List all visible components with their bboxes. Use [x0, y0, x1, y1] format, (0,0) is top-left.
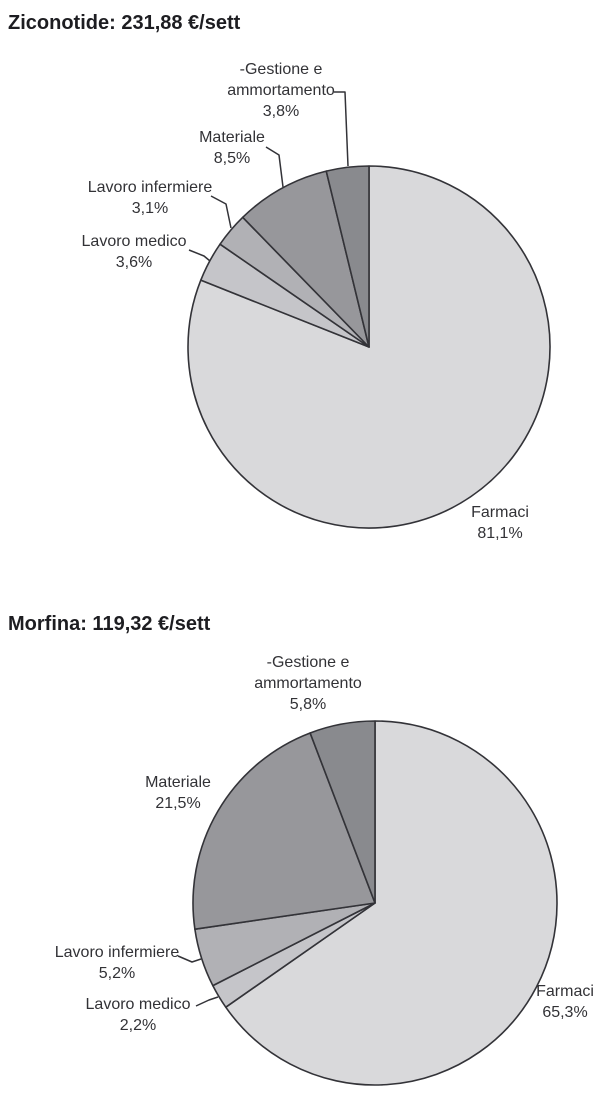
slice-label-value: 3,6% [115, 254, 153, 271]
pie-1-label-materiale: Materiale 21,5% [145, 772, 211, 814]
pie-1-label-gestione-e-ammortamento: -Gestione e ammortamento 5,8% [254, 652, 362, 715]
slice-label-value: 3,8% [262, 103, 300, 120]
slice-label-name: Lavoro infermiere [54, 944, 180, 961]
pie-1-slice-farmaci [224, 720, 558, 1086]
slice-label-name: Farmaci [536, 983, 594, 1000]
slice-label-value: 3,1% [131, 200, 169, 217]
slice-label-name: Lavoro medico [81, 233, 187, 250]
slice-label-name: Lavoro medico [85, 996, 191, 1013]
slice-label-name: ammortamento [227, 82, 335, 99]
chart-title-ziconotide: Ziconotide: 231,88 €/sett [8, 12, 241, 34]
pie-0-label-farmaci: Farmaci 81,1% [471, 502, 529, 544]
slice-label-value: 21,5% [155, 795, 201, 812]
pie-0-leader-materiale [265, 146, 284, 188]
pie-1-label-lavoro-infermiere: Lavoro infermiere 5,2% [55, 942, 180, 984]
slice-label-value: 5,2% [98, 965, 136, 982]
slice-label-name: Materiale [199, 129, 265, 146]
pie-1-leader-lavoro-medico [195, 996, 219, 1007]
slice-label-name: -Gestione e [266, 654, 350, 671]
slice-label-name: Materiale [145, 774, 211, 791]
slice-label-value: 81,1% [477, 525, 523, 542]
slice-label-value: 65,3% [542, 1004, 588, 1021]
pie-1-label-farmaci: Farmaci 65,3% [536, 981, 594, 1023]
slice-label-value: 5,8% [289, 696, 327, 713]
pie-1-slice-gestione-e-ammortamento [309, 720, 376, 904]
pie-0-slice-materiale [241, 170, 370, 348]
slice-label-value: 8,5% [213, 150, 251, 167]
pie-0-leader-lavoro-infermiere [210, 195, 232, 229]
pie-0-leader-gestione-e-ammortamento [334, 91, 349, 167]
slice-label-name: Lavoro infermiere [87, 179, 213, 196]
pie-0-label-lavoro-medico: Lavoro medico 3,6% [82, 231, 187, 273]
pie-1-label-lavoro-medico: Lavoro medico 2,2% [86, 994, 191, 1036]
pie-0-label-lavoro-infermiere: Lavoro infermiere 3,1% [88, 177, 213, 219]
slice-label-name: Farmaci [471, 504, 529, 521]
chart-title-morfina: Morfina: 119,32 €/sett [8, 613, 211, 635]
pie-1-leader-lavoro-infermiere [177, 955, 202, 963]
slice-label-name: -Gestione e [239, 61, 323, 78]
slice-label-name: ammortamento [254, 675, 362, 692]
slice-label-value: 2,2% [119, 1017, 157, 1034]
pie-0-label-materiale: Materiale 8,5% [199, 127, 265, 169]
pie-1-slice-materiale [192, 732, 376, 931]
pie-0-leader-lavoro-medico [188, 249, 211, 262]
pie-0-slice-farmaci [187, 165, 551, 529]
pie-0-slice-gestione-e-ammortamento [325, 165, 370, 348]
pie-0-label-gestione-e-ammortamento: -Gestione e ammortamento 3,8% [227, 59, 335, 122]
